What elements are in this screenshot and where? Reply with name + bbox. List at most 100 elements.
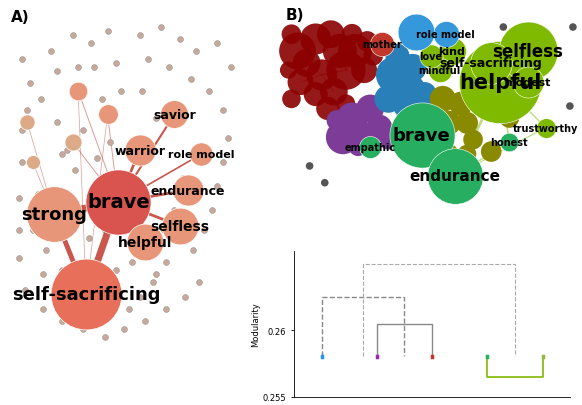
Point [332, 118, 342, 124]
Point [335, 49, 345, 55]
Text: helpful: helpful [118, 235, 172, 249]
Point [81, 290, 91, 297]
Point [487, 149, 496, 156]
Point [523, 80, 532, 86]
Point [194, 279, 203, 285]
Point [360, 68, 369, 74]
Point [23, 108, 32, 115]
Point [116, 227, 126, 234]
Point [378, 41, 387, 48]
Point [162, 259, 171, 265]
Point [326, 32, 335, 38]
Point [170, 112, 179, 118]
Point [87, 40, 96, 47]
Point [199, 227, 208, 234]
Point [90, 64, 99, 71]
Point [568, 25, 577, 31]
Y-axis label: Modularity: Modularity [251, 302, 260, 346]
Point [140, 239, 150, 245]
Point [68, 32, 77, 39]
Point [127, 259, 136, 265]
Point [170, 108, 179, 115]
Point [103, 307, 112, 313]
Point [499, 25, 508, 31]
Point [178, 175, 187, 182]
Point [79, 326, 88, 333]
Point [375, 125, 384, 132]
Point [111, 60, 120, 67]
Point [541, 125, 551, 132]
Point [456, 101, 466, 108]
Point [565, 104, 574, 110]
Point [151, 116, 161, 122]
Point [113, 199, 123, 206]
Point [212, 183, 222, 190]
Text: empathic: empathic [345, 143, 396, 152]
Point [105, 140, 115, 146]
Point [390, 72, 399, 79]
Point [223, 136, 233, 142]
Point [347, 32, 357, 38]
Point [408, 65, 417, 72]
Point [125, 148, 134, 154]
Point [293, 49, 302, 55]
Text: endurance: endurance [151, 184, 225, 197]
Point [38, 271, 48, 277]
Point [132, 219, 141, 226]
Point [143, 156, 152, 162]
Text: mindful: mindful [418, 66, 461, 76]
Text: role model: role model [417, 30, 475, 40]
Text: B): B) [285, 8, 304, 23]
Point [84, 235, 94, 241]
Text: helpful: helpful [459, 73, 541, 93]
Point [393, 53, 402, 60]
Point [103, 112, 112, 118]
Point [41, 215, 51, 222]
Point [125, 219, 134, 226]
Point [95, 275, 104, 281]
Point [47, 191, 56, 198]
Text: mother: mother [363, 40, 402, 50]
Point [505, 115, 514, 122]
Point [135, 32, 144, 39]
Text: brave: brave [393, 126, 450, 145]
Point [189, 247, 198, 254]
Point [159, 227, 168, 234]
Text: endurance: endurance [409, 168, 501, 183]
Point [496, 80, 505, 86]
Point [47, 49, 56, 55]
Text: strong: strong [21, 205, 87, 224]
Point [444, 120, 453, 127]
Point [175, 36, 184, 43]
Point [52, 68, 61, 75]
Point [338, 134, 347, 141]
Text: modest: modest [505, 78, 551, 88]
Text: love: love [419, 51, 442, 62]
Point [212, 40, 222, 47]
Point [100, 334, 109, 341]
Point [76, 279, 86, 285]
Point [420, 92, 430, 98]
Point [143, 56, 152, 63]
Point [447, 49, 456, 55]
Point [71, 223, 80, 230]
Point [426, 53, 435, 60]
Point [23, 120, 32, 126]
Point [92, 156, 101, 162]
Point [143, 247, 152, 254]
Point [180, 294, 190, 301]
Point [329, 89, 339, 96]
Point [481, 106, 490, 113]
Point [469, 137, 478, 143]
Point [17, 160, 27, 166]
Point [170, 207, 179, 214]
Point [429, 132, 438, 139]
Point [103, 29, 112, 35]
Point [350, 49, 360, 55]
Point [474, 92, 484, 98]
Text: selfless: selfless [492, 43, 563, 61]
Point [138, 88, 147, 95]
Point [28, 160, 37, 166]
Point [384, 137, 393, 143]
Point [218, 160, 228, 166]
